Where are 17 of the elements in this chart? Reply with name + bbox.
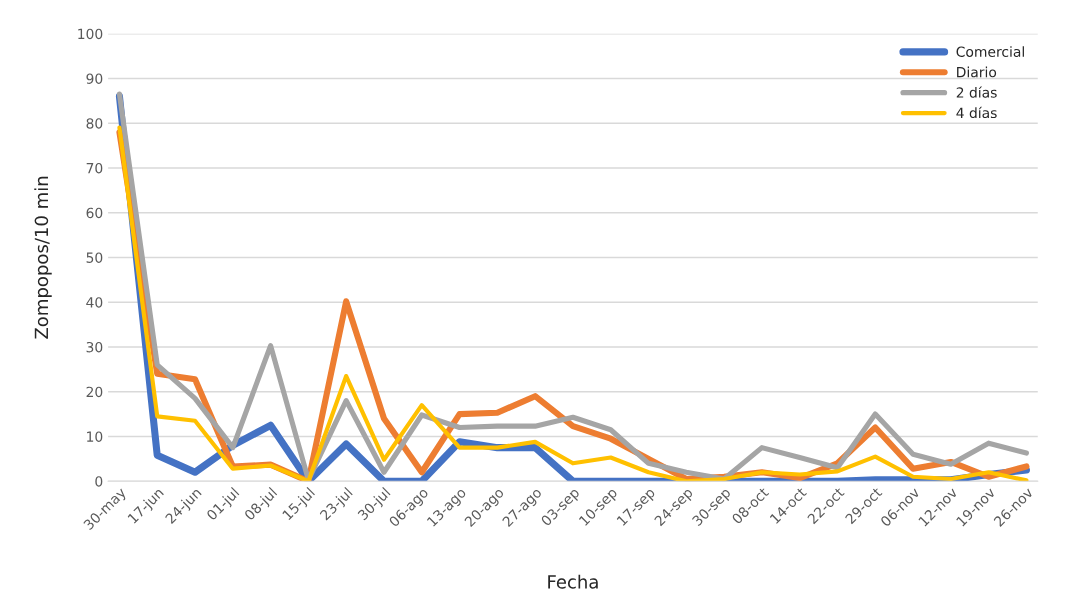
y-tick-label: 40: [86, 297, 103, 308]
y-tick-label: 60: [86, 207, 103, 219]
y-tick-label: 90: [86, 73, 103, 84]
y-tick-label: 0: [95, 476, 103, 487]
y-tick-label: 30: [86, 341, 103, 353]
y-tick-label: 20: [86, 386, 103, 398]
x-axis-title: Fecha: [548, 574, 598, 589]
y-axis-title: Zompopos/10 min: [34, 176, 52, 339]
legend-label: 4 días: [956, 106, 997, 119]
y-tick-label: 70: [86, 162, 103, 174]
y-tick-label: 80: [86, 118, 103, 129]
legend-label: Diario: [957, 66, 997, 78]
y-tick-label: 10: [87, 431, 103, 442]
y-tick-label: 100: [78, 28, 103, 40]
legend-label: 2 días: [956, 86, 997, 98]
y-tick-label: 50: [86, 252, 103, 263]
legend-label: Comercial: [956, 46, 1024, 57]
